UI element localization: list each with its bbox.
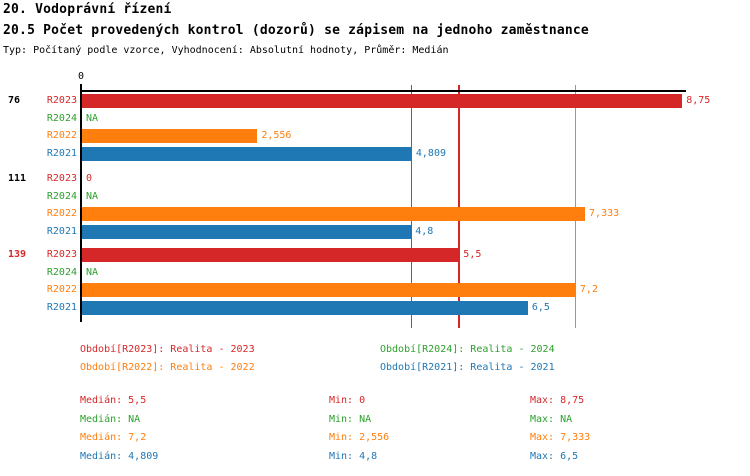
stat-median-r2022: Medián: 7,2 bbox=[80, 432, 147, 443]
series-label: R2021 bbox=[46, 302, 77, 313]
legend-item-r2023: Období[R2023]: Realita - 2023 bbox=[80, 344, 255, 355]
bar-value-label: 0 bbox=[86, 173, 93, 184]
bar-value-label: 7,333 bbox=[589, 208, 620, 219]
bar-value-label: NA bbox=[86, 267, 99, 278]
series-label: R2023 bbox=[46, 95, 77, 106]
bar-value-label: 4,8 bbox=[415, 226, 434, 237]
bar-value-label: 2,556 bbox=[261, 130, 292, 141]
bar-value-label: NA bbox=[86, 191, 99, 202]
bar bbox=[82, 129, 258, 143]
series-label: R2021 bbox=[46, 226, 77, 237]
bar bbox=[82, 207, 586, 221]
bar-value-label: 5,5 bbox=[463, 249, 482, 260]
group-label: 111 bbox=[8, 173, 27, 184]
legend-item-r2022: Období[R2022]: Realita - 2022 bbox=[80, 362, 255, 373]
bar bbox=[82, 225, 412, 239]
group-label: 139 bbox=[8, 249, 27, 260]
stat-max-r2022: Max: 7,333 bbox=[530, 432, 591, 443]
series-label: R2024 bbox=[46, 267, 77, 278]
median-line-r2023 bbox=[458, 85, 460, 328]
stat-max-r2024: Max: NA bbox=[530, 414, 573, 425]
stat-median-r2023: Medián: 5,5 bbox=[80, 395, 147, 406]
stat-median-r2024: Medián: NA bbox=[80, 414, 141, 425]
stat-max-r2023: Max: 8,75 bbox=[530, 395, 585, 406]
series-label: R2024 bbox=[46, 191, 77, 202]
bar bbox=[82, 301, 528, 315]
legend-item-r2024: Období[R2024]: Realita - 2024 bbox=[380, 344, 555, 355]
bar-value-label: 4,809 bbox=[415, 148, 446, 159]
x-axis-line bbox=[80, 90, 686, 92]
series-label: R2024 bbox=[46, 113, 77, 124]
bar bbox=[82, 248, 460, 262]
series-label: R2021 bbox=[46, 148, 77, 159]
median-line-r2022 bbox=[574, 85, 577, 328]
series-label: R2022 bbox=[46, 284, 77, 295]
bar bbox=[82, 283, 576, 297]
series-label: R2023 bbox=[46, 249, 77, 260]
y-axis-line bbox=[80, 84, 82, 322]
stat-max-r2021: Max: 6,5 bbox=[530, 451, 579, 462]
series-label: R2022 bbox=[46, 130, 77, 141]
bar-value-label: 6,5 bbox=[531, 302, 550, 313]
page-title: 20. Vodoprávní řízení bbox=[3, 2, 172, 17]
bar bbox=[82, 94, 683, 108]
bar bbox=[82, 147, 412, 161]
stat-min-r2023: Min: 0 bbox=[329, 395, 366, 406]
median-line-r2021 bbox=[410, 85, 413, 328]
stat-median-r2021: Medián: 4,809 bbox=[80, 451, 159, 462]
stat-min-r2024: Min: NA bbox=[329, 414, 372, 425]
page-subtitle: 20.5 Počet provedených kontrol (dozorů) … bbox=[3, 23, 589, 38]
bar-value-label: NA bbox=[86, 113, 99, 124]
series-label: R2022 bbox=[46, 208, 77, 219]
group-label: 76 bbox=[8, 95, 21, 106]
bar-value-label: 8,75 bbox=[686, 95, 711, 106]
report-meta-line: Typ: Počítaný podle vzorce, Vyhodnocení:… bbox=[3, 45, 449, 56]
series-label: R2023 bbox=[46, 173, 77, 184]
stat-min-r2022: Min: 2,556 bbox=[329, 432, 390, 443]
bar-value-label: 7,2 bbox=[579, 284, 598, 295]
x-axis-zero-label: 0 bbox=[77, 71, 85, 82]
legend-item-r2021: Období[R2021]: Realita - 2021 bbox=[380, 362, 555, 373]
stat-min-r2021: Min: 4,8 bbox=[329, 451, 378, 462]
